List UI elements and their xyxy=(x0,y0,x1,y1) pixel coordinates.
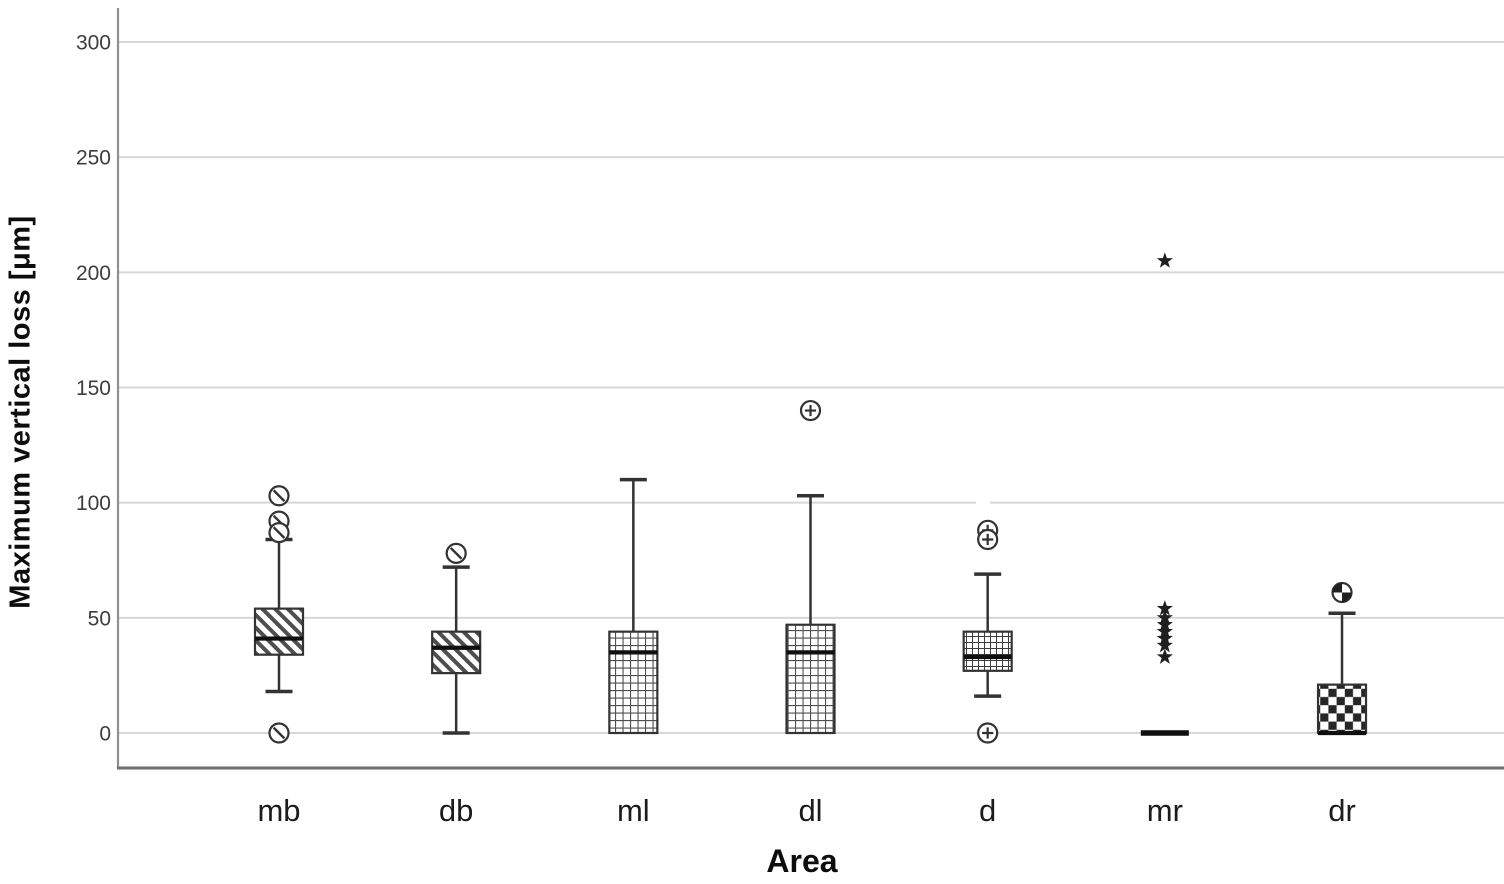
boxplot-mb xyxy=(253,537,305,694)
extreme-mr-38 xyxy=(1156,636,1173,653)
boxplot-dr xyxy=(1316,611,1368,736)
x-axis-title: Area xyxy=(766,843,838,879)
x-tick-label-mb: mb xyxy=(257,793,300,828)
extreme-mr-54 xyxy=(1156,600,1173,616)
outlier-db-78 xyxy=(445,542,467,564)
boxplot-ml xyxy=(608,477,659,735)
boxplot-d xyxy=(962,572,1013,698)
outlier-mb-0 xyxy=(268,722,290,744)
y-tick-label-200: 200 xyxy=(76,262,111,285)
extreme-mr-205 xyxy=(1156,252,1173,268)
y-tick-label-250: 250 xyxy=(76,147,111,170)
boxplot-dl xyxy=(785,494,836,735)
y-axis-title: Maximum vertical loss [μm] xyxy=(4,215,37,609)
y-tick-label-100: 100 xyxy=(76,492,111,515)
gridline-gap-artifact xyxy=(976,500,990,506)
extreme-mr-33 xyxy=(1156,648,1173,664)
x-tick-label-dr: dr xyxy=(1328,793,1356,828)
y-tick-label-150: 150 xyxy=(76,377,111,400)
x-tick-label-mr: mr xyxy=(1147,793,1183,828)
x-tick-label-d: d xyxy=(979,793,996,828)
outlier-dr-61 xyxy=(1331,581,1353,604)
x-tick-label-ml: ml xyxy=(617,793,650,828)
x-tick-label-dl: dl xyxy=(798,793,822,828)
outlier-mb-103 xyxy=(268,485,290,507)
y-tick-label-0: 0 xyxy=(99,723,111,746)
x-tick-label-db: db xyxy=(439,793,473,828)
outlier-dl-140 xyxy=(799,399,822,422)
outlier-d-84 xyxy=(977,528,999,551)
outlier-mb-87 xyxy=(268,522,290,544)
outlier-d-0 xyxy=(977,722,999,744)
y-tick-label-300: 300 xyxy=(76,32,111,55)
boxplot-db xyxy=(431,565,482,735)
y-tick-label-50: 50 xyxy=(88,607,111,630)
